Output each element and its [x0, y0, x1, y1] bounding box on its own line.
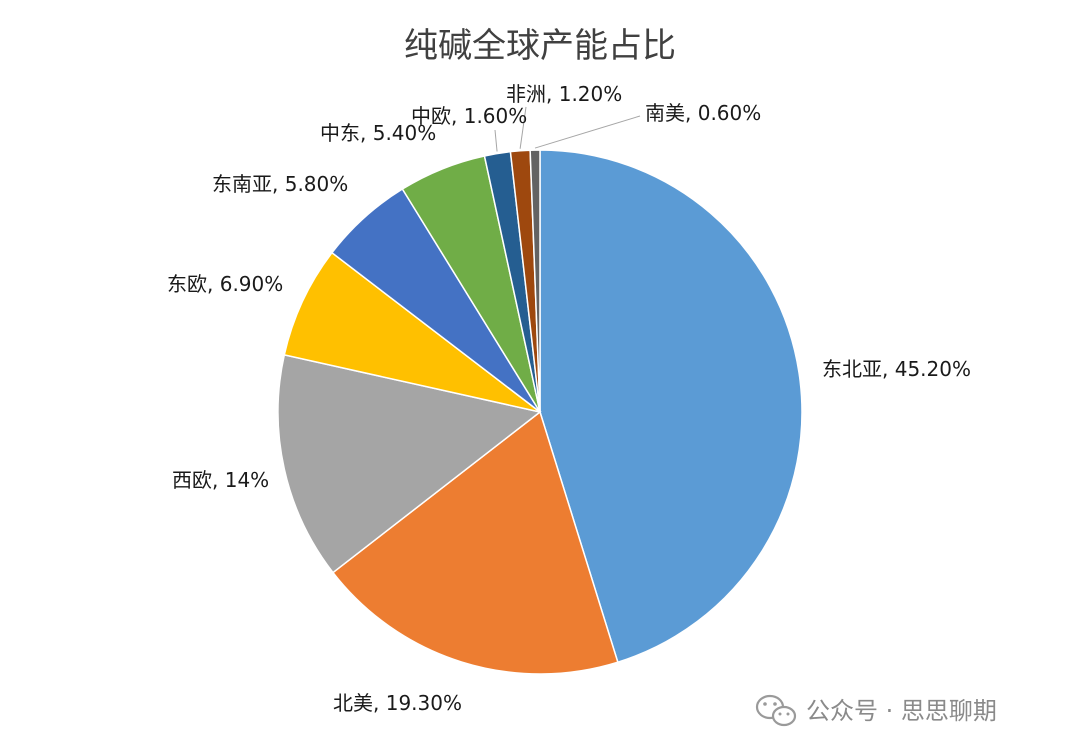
pie-slice: [283, 251, 541, 413]
slice-data-label: 南美, 0.60%: [645, 101, 761, 125]
slice-data-label: 西欧, 14%: [172, 468, 269, 492]
wechat-icon: [755, 694, 797, 727]
pie-slice: [539, 149, 803, 664]
pie-slice: [331, 410, 619, 675]
leader-line: [519, 106, 527, 149]
slice-data-label: 东南亚, 5.80%: [212, 172, 348, 196]
watermark: 公众号 · 思思聊期: [755, 694, 997, 727]
pie-slices: [277, 149, 803, 675]
chart-title: 纯碱全球产能占比: [404, 26, 676, 66]
watermark-text: 公众号 · 思思聊期: [806, 697, 997, 725]
slice-data-label: 东北亚, 45.20%: [822, 357, 971, 381]
slice-data-label: 中东, 5.40%: [320, 121, 436, 145]
slice-data-label: 中欧, 1.60%: [411, 104, 527, 128]
pie-slice: [529, 149, 541, 413]
slice-data-label: 东欧, 6.90%: [167, 272, 283, 296]
leader-lines: [494, 106, 641, 152]
slice-data-label: 非洲, 1.20%: [506, 82, 622, 106]
slice-data-label: 北美, 19.30%: [333, 691, 462, 715]
pie-slice: [277, 353, 542, 574]
slice-labels: 东北亚, 45.20% 北美, 19.30% 西欧, 14% 东欧, 6.90% 东南亚…: [167, 82, 971, 715]
leader-line: [534, 115, 641, 149]
leader-line: [494, 129, 498, 152]
